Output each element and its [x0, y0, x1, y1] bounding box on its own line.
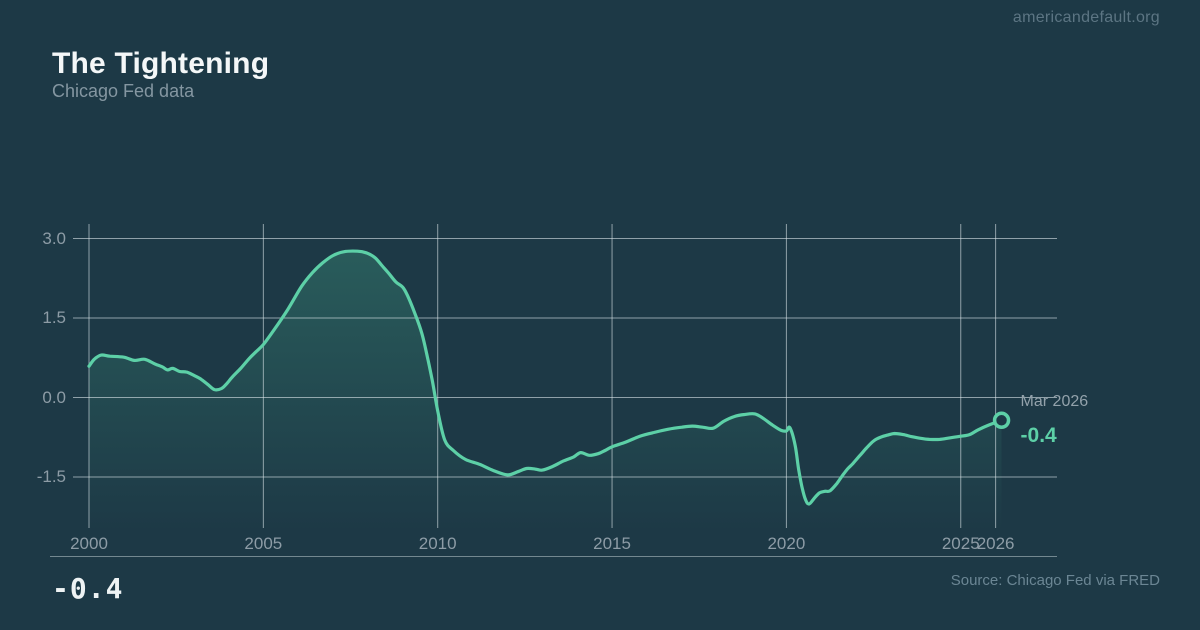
y-tick-label: 3.0 — [42, 228, 66, 248]
endpoint-value-label: -0.4 — [1020, 424, 1057, 448]
endpoint-marker — [992, 411, 1011, 430]
x-tick-label: 2026 — [976, 534, 1015, 553]
series-line — [87, 249, 1004, 506]
page-title: The Tightening — [52, 47, 270, 80]
x-tick-label: 2000 — [70, 534, 108, 553]
latest-value-readout: -0.4 — [52, 572, 124, 605]
y-tick-label: 0.0 — [42, 387, 66, 407]
x-tick-label: 2010 — [418, 534, 457, 553]
x-tick-label: 2020 — [767, 534, 806, 553]
page-subtitle: Chicago Fed data — [52, 81, 195, 101]
x-tick-label: 2025 — [941, 534, 980, 553]
y-tick-label: -1.5 — [36, 467, 66, 486]
x-tick-label: 2015 — [593, 534, 631, 553]
series-area-fill — [89, 251, 1002, 532]
y-tick-label: 1.5 — [42, 308, 66, 327]
endpoint-date-label: Mar 2026 — [1020, 393, 1089, 411]
x-tick-label: 2005 — [244, 534, 283, 553]
source-attribution: Source: Chicago Fed via FRED — [950, 572, 1160, 589]
brand-watermark: americandefault.org — [1012, 9, 1160, 26]
